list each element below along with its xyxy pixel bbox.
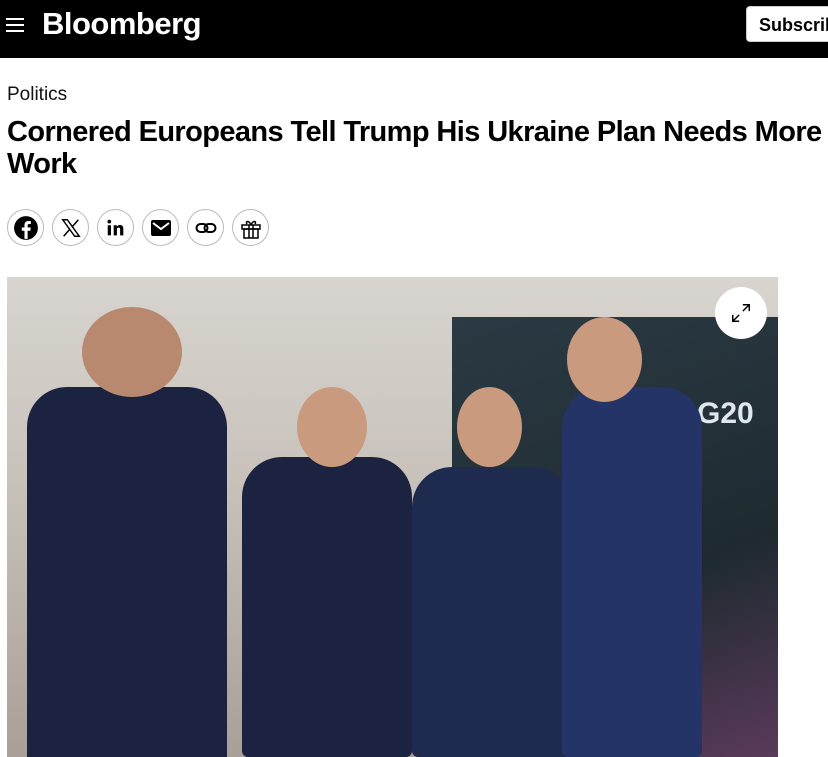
- share-bar: [7, 209, 269, 246]
- subscribe-button[interactable]: Subscribe: [746, 6, 828, 42]
- article-title: Cornered Europeans Tell Trump His Ukrain…: [7, 116, 822, 180]
- article-photo: G20: [7, 277, 778, 757]
- person: [412, 467, 572, 757]
- title-line: Work: [7, 148, 77, 180]
- share-linkedin-button[interactable]: [97, 209, 134, 246]
- hamburger-icon[interactable]: [6, 14, 24, 36]
- section-kicker[interactable]: Politics: [7, 84, 68, 105]
- linkedin-icon: [107, 219, 123, 235]
- share-email-button[interactable]: [142, 209, 179, 246]
- gift-article-button[interactable]: [232, 209, 269, 246]
- top-bar: Bloomberg Subscribe: [0, 0, 828, 58]
- gift-icon: [240, 220, 261, 239]
- expand-photo-button[interactable]: [715, 287, 767, 339]
- copy-link-button[interactable]: [187, 209, 224, 246]
- link-icon: [195, 222, 216, 233]
- facebook-icon: [13, 215, 38, 240]
- g20-sign: G20: [697, 397, 754, 430]
- share-x-button[interactable]: [52, 209, 89, 246]
- person-head: [567, 317, 642, 402]
- person-head: [297, 387, 367, 467]
- person: [562, 387, 702, 757]
- person: [242, 457, 412, 757]
- bloomberg-logo[interactable]: Bloomberg: [42, 6, 202, 41]
- email-icon: [150, 219, 171, 236]
- expand-icon: [732, 304, 750, 322]
- title-line: Cornered Europeans Tell Trump His Ukrain…: [7, 116, 822, 148]
- x-icon: [60, 218, 81, 237]
- person-head: [82, 307, 182, 397]
- person: [27, 387, 227, 757]
- person-head: [457, 387, 522, 467]
- share-facebook-button[interactable]: [7, 209, 44, 246]
